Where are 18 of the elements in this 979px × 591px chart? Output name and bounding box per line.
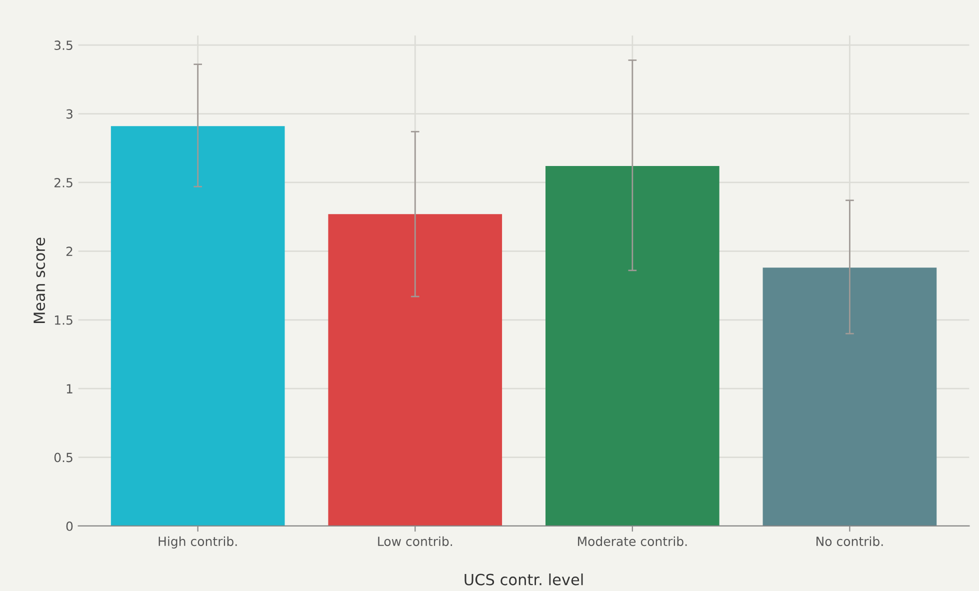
y-tick-label: 3 bbox=[66, 109, 72, 119]
y-axis-title: Mean score bbox=[34, 238, 46, 323]
bar bbox=[762, 268, 937, 526]
x-tick-label: High contrib. bbox=[158, 536, 237, 549]
y-tick-label: 3.5 bbox=[54, 40, 72, 50]
x-tick-label: No contrib. bbox=[816, 536, 883, 546]
y-tick-label: 2 bbox=[66, 246, 72, 256]
y-tick-label: 2.5 bbox=[54, 178, 72, 188]
x-axis-title: UCS contr. level bbox=[464, 574, 583, 586]
y-tick-label: 1 bbox=[66, 384, 72, 394]
x-tick-label: Low contrib. bbox=[378, 536, 452, 546]
x-tick-label: Moderate contrib. bbox=[578, 536, 687, 546]
bar bbox=[110, 126, 285, 526]
bar bbox=[545, 166, 720, 526]
y-tick-label: 0 bbox=[66, 521, 73, 531]
y-tick-label: 1.5 bbox=[54, 316, 72, 325]
y-tick-label: 0.5 bbox=[54, 452, 72, 462]
bar bbox=[328, 214, 502, 526]
